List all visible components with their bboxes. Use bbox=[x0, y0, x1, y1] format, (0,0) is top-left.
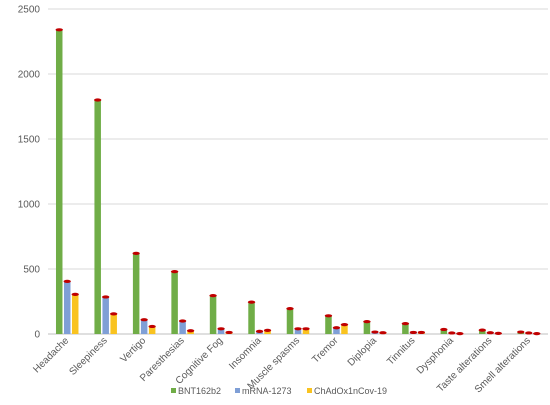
bar-cap bbox=[363, 320, 371, 324]
bar-cap bbox=[302, 327, 310, 331]
bar-cap bbox=[286, 307, 294, 311]
gridlines bbox=[48, 8, 548, 335]
bar bbox=[94, 100, 101, 334]
bar-cap bbox=[525, 331, 533, 335]
bar bbox=[148, 326, 156, 334]
bars bbox=[55, 28, 541, 336]
bar-cap bbox=[478, 328, 486, 332]
bar bbox=[171, 271, 178, 334]
bar-cap bbox=[63, 279, 71, 283]
bar-cap bbox=[401, 322, 410, 326]
bar-cap bbox=[247, 300, 256, 304]
bar-cap bbox=[170, 270, 179, 274]
bar-cap bbox=[71, 292, 79, 296]
x-tick-label: Insomnia bbox=[227, 335, 264, 372]
bar-cap bbox=[110, 312, 118, 316]
legend-swatch bbox=[307, 388, 312, 393]
bar bbox=[110, 313, 117, 334]
bar-cap bbox=[324, 314, 333, 318]
bar-cap bbox=[186, 329, 195, 333]
x-tick-label: Headache bbox=[31, 335, 71, 375]
bar-cap bbox=[132, 251, 140, 255]
bar bbox=[71, 294, 79, 334]
bar-cap bbox=[371, 330, 379, 334]
bar-cap bbox=[494, 331, 502, 335]
bar-cap bbox=[148, 324, 156, 329]
bar-cap bbox=[209, 294, 217, 298]
bar-cap bbox=[379, 331, 387, 335]
y-tick-label: 2000 bbox=[18, 70, 41, 81]
bar bbox=[217, 328, 225, 334]
bar-cap bbox=[263, 328, 272, 332]
bar-cap bbox=[533, 332, 541, 336]
bar-cap bbox=[456, 332, 464, 336]
x-tick-label: Vertigo bbox=[118, 335, 148, 365]
bar-cap bbox=[94, 98, 102, 102]
bar-cap bbox=[225, 330, 233, 335]
x-tick-label: Tinnitus bbox=[385, 335, 417, 367]
legend: BNT162b2 mRNA-1273 ChAdOx1nCov-19 bbox=[171, 386, 387, 396]
bar-cap bbox=[255, 329, 264, 333]
bar-cap bbox=[332, 326, 341, 330]
bar bbox=[440, 329, 448, 334]
bar-cap bbox=[440, 327, 448, 332]
y-tick-label: 1000 bbox=[18, 200, 41, 211]
bar-cap bbox=[417, 330, 426, 335]
legend-label: BNT162b2 bbox=[178, 386, 221, 396]
bar bbox=[132, 253, 140, 334]
bar bbox=[325, 315, 332, 334]
bar bbox=[286, 308, 294, 334]
y-axis-ticks: 0 500 1000 1500 2000 2500 bbox=[18, 5, 41, 341]
bar-cap bbox=[340, 323, 349, 327]
x-tick-label: Dysphonia bbox=[415, 335, 456, 376]
bar bbox=[363, 321, 371, 334]
bar bbox=[140, 319, 148, 334]
bar bbox=[179, 321, 186, 334]
bar-cap bbox=[140, 318, 148, 322]
bar bbox=[302, 328, 310, 334]
bar bbox=[333, 327, 340, 334]
bar bbox=[479, 330, 486, 334]
bar-cap bbox=[294, 327, 302, 331]
y-tick-label: 2500 bbox=[18, 5, 41, 16]
y-tick-label: 500 bbox=[23, 265, 40, 276]
x-tick-label: Sleepiness bbox=[67, 335, 109, 377]
bar-cap bbox=[102, 295, 110, 299]
y-tick-label: 0 bbox=[34, 330, 40, 341]
x-tick-label: Diplopia bbox=[346, 335, 380, 369]
legend-swatch bbox=[171, 388, 176, 393]
bar-cap bbox=[448, 331, 456, 335]
bar-cap bbox=[178, 319, 187, 323]
bar-cap bbox=[409, 330, 418, 335]
bar bbox=[341, 324, 348, 334]
bar-cap bbox=[55, 28, 63, 32]
bar-cap bbox=[486, 331, 494, 335]
bar bbox=[55, 29, 63, 335]
legend-swatch bbox=[235, 388, 240, 393]
bar bbox=[264, 330, 271, 334]
bar-cap bbox=[217, 327, 225, 331]
bar bbox=[248, 302, 255, 334]
bar bbox=[187, 330, 194, 334]
legend-label: ChAdOx1nCov-19 bbox=[314, 386, 387, 396]
bar-cap bbox=[517, 330, 525, 334]
y-tick-label: 1500 bbox=[18, 135, 41, 146]
bar bbox=[294, 328, 302, 334]
bar bbox=[102, 296, 109, 334]
bar bbox=[209, 295, 217, 334]
x-tick-label: Tremor bbox=[310, 335, 341, 366]
bar bbox=[402, 323, 409, 334]
bar bbox=[63, 281, 71, 334]
legend-label: mRNA-1273 bbox=[242, 386, 292, 396]
